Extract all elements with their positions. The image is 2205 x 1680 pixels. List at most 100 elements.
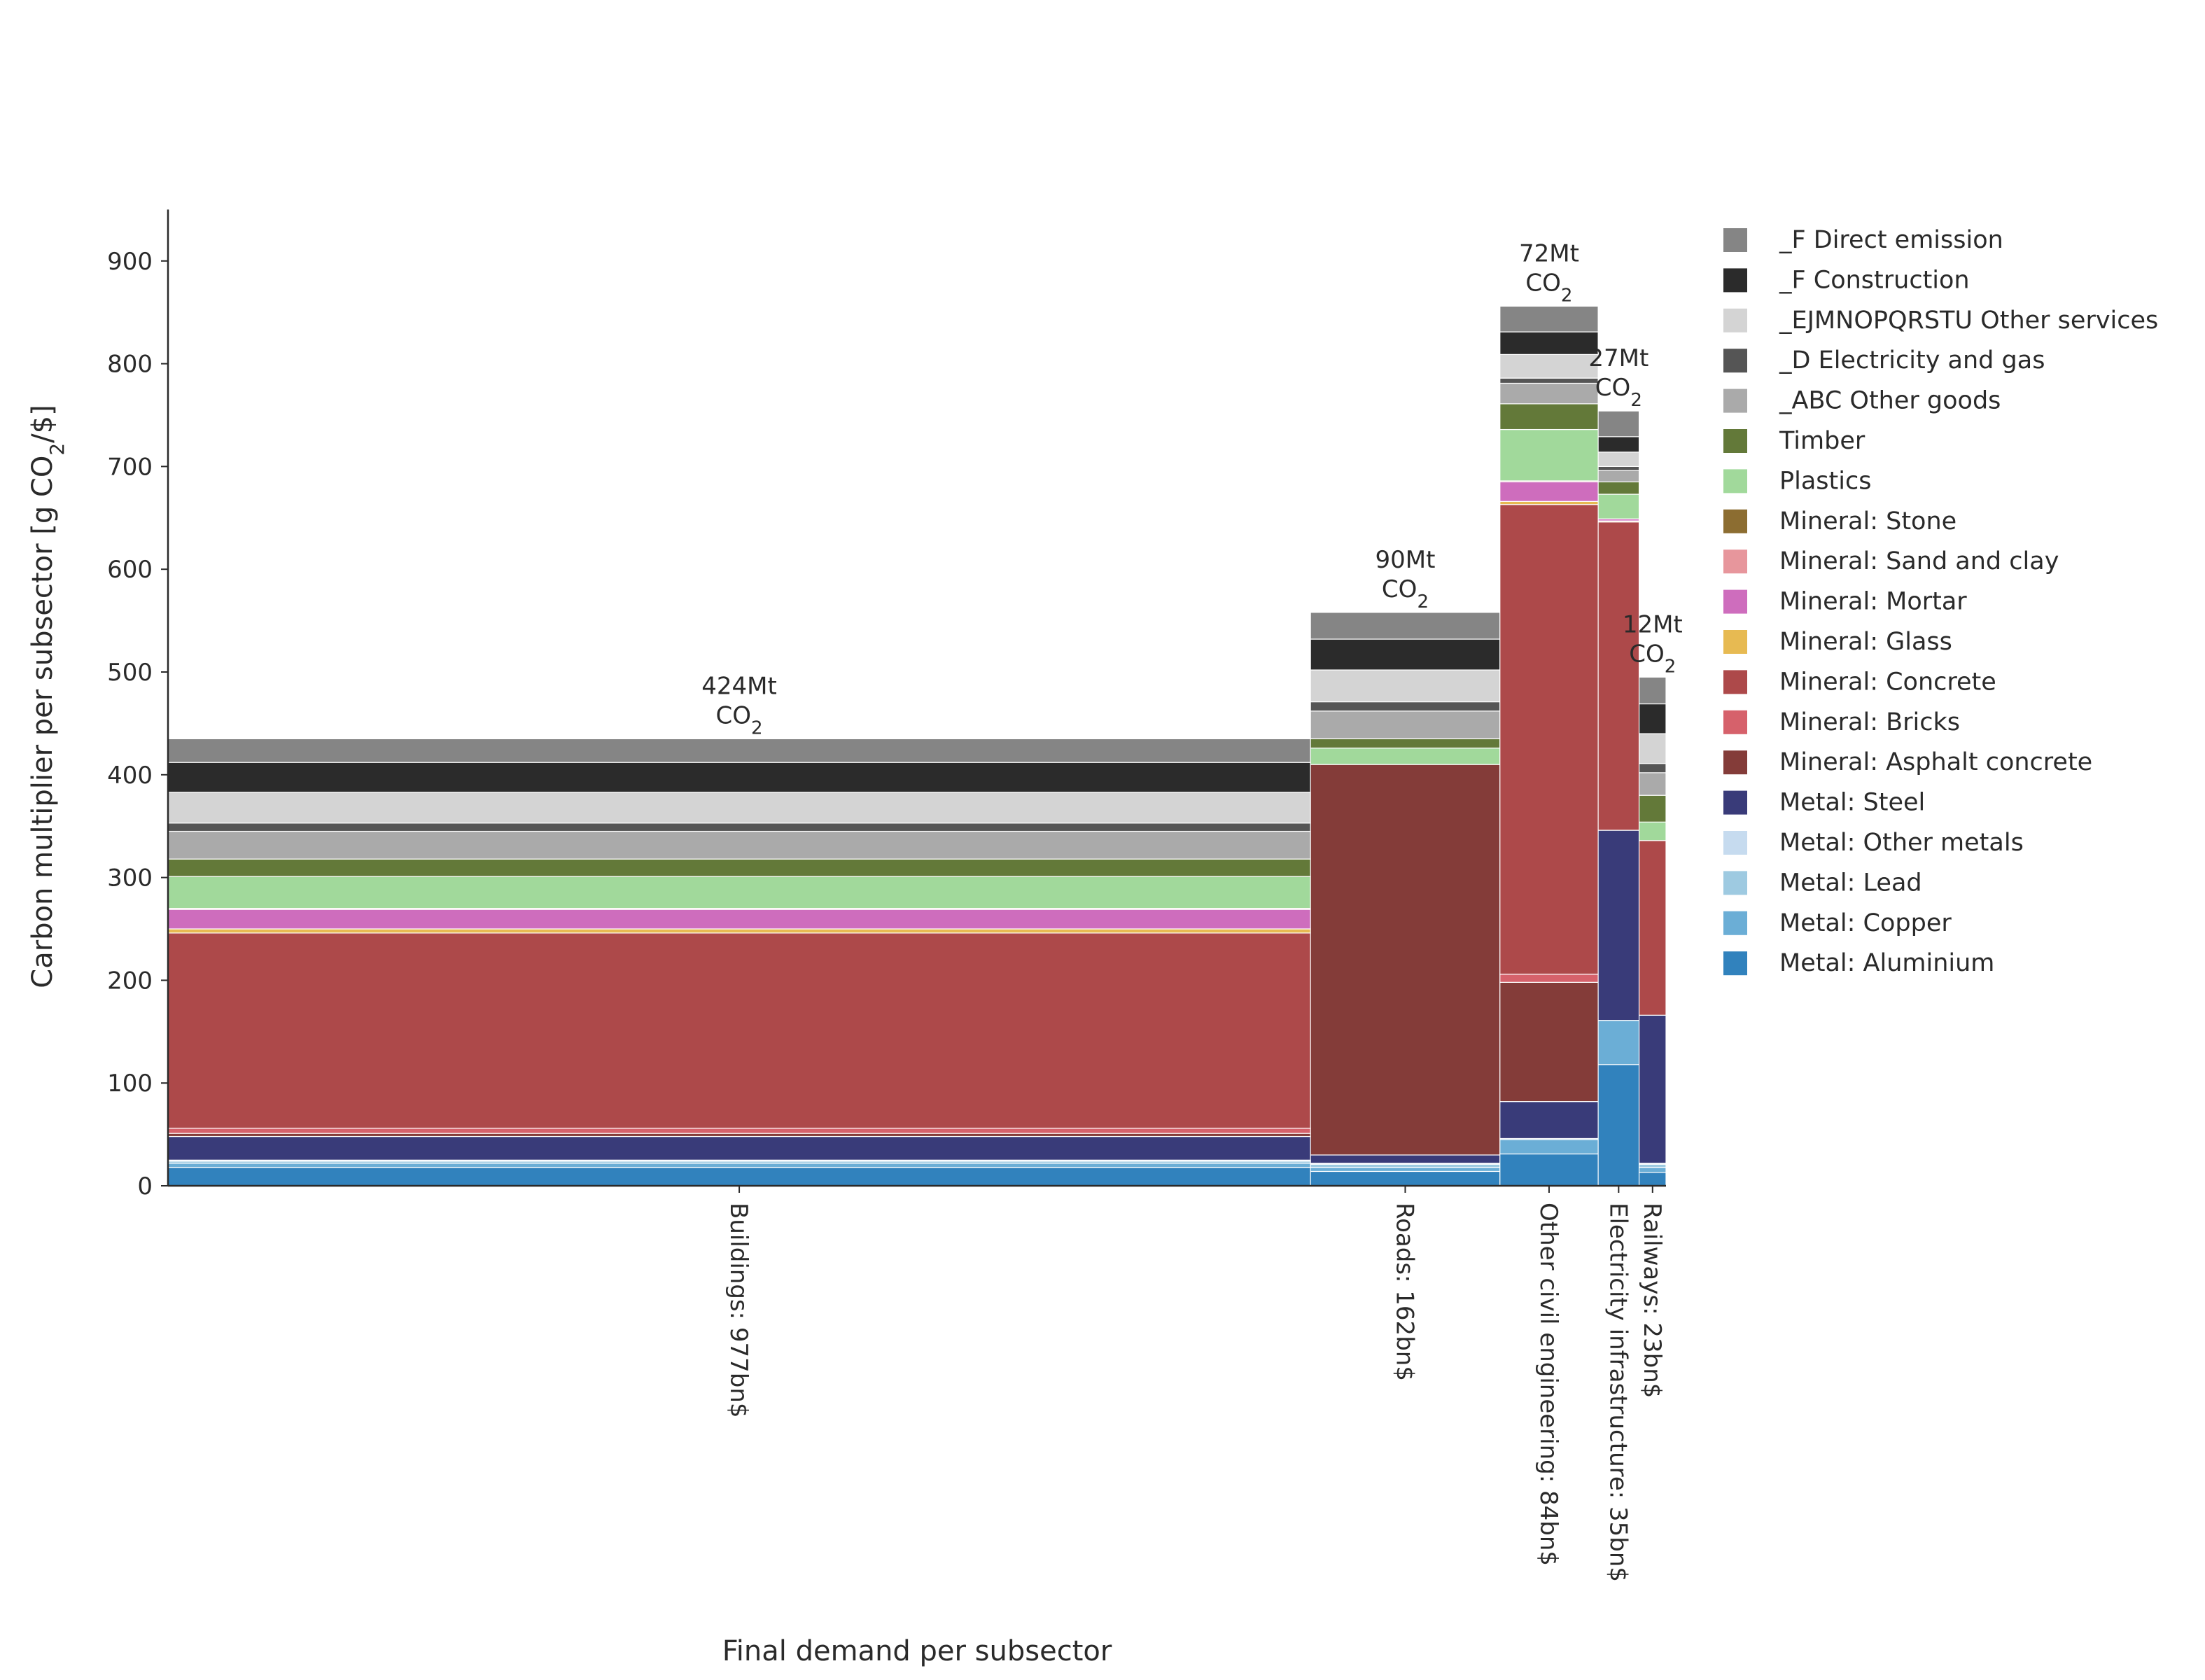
bar-segment[interactable] <box>1310 1163 1501 1168</box>
legend-item[interactable]: Mineral: Stone <box>1723 507 1956 536</box>
bar-segment[interactable] <box>1597 410 1640 438</box>
bar-segment[interactable] <box>1499 305 1599 332</box>
legend-item[interactable]: _EJMNOPQRSTU Other services <box>1723 307 2158 335</box>
bar-segment[interactable] <box>1638 733 1667 764</box>
bar-segment[interactable] <box>1499 504 1599 975</box>
bar-segment[interactable] <box>1597 470 1640 483</box>
bar-segment[interactable] <box>1310 764 1501 1156</box>
bar-segment[interactable] <box>1499 500 1599 505</box>
bar-segment[interactable] <box>1638 772 1667 796</box>
bar-segment[interactable] <box>1638 840 1667 1016</box>
bar-segment[interactable] <box>167 762 1311 793</box>
bar-segment[interactable] <box>1310 1166 1501 1172</box>
y-tick-label: 900 <box>107 248 153 276</box>
bar-total-unit: CO <box>716 701 752 729</box>
legend-item[interactable]: _F Direct emission <box>1723 226 2003 254</box>
bar-segment[interactable] <box>167 822 1311 832</box>
bars-group <box>167 305 1667 1186</box>
bar-segment[interactable] <box>1638 1172 1667 1186</box>
bar-segment[interactable] <box>1597 465 1640 471</box>
y-tick-label: 500 <box>107 659 153 687</box>
legend-item[interactable]: Metal: Other metals <box>1723 829 2024 857</box>
bar-segment[interactable] <box>1638 794 1667 822</box>
legend-item[interactable]: Timber <box>1723 427 1865 455</box>
y-tick-label: 400 <box>107 762 153 790</box>
bar-segment[interactable] <box>167 1128 1311 1134</box>
bar-segment[interactable] <box>167 1135 1311 1161</box>
legend-item[interactable]: Metal: Lead <box>1723 869 1922 897</box>
bar-segment[interactable] <box>1499 1101 1599 1140</box>
bar-segment[interactable] <box>1310 1170 1501 1186</box>
bar-segment[interactable] <box>1499 973 1599 983</box>
bar-segment[interactable] <box>1638 763 1667 774</box>
bar-segment[interactable] <box>1638 676 1667 705</box>
bar-segment[interactable] <box>167 1163 1311 1168</box>
bar-segment[interactable] <box>167 830 1311 860</box>
bar-total-value: 12Mt <box>1623 610 1683 638</box>
bar-segment[interactable] <box>1638 1014 1667 1164</box>
legend-item[interactable]: Metal: Copper <box>1723 909 1952 937</box>
bar-segment[interactable] <box>1499 331 1599 355</box>
legend-label: Mineral: Stone <box>1779 507 1956 536</box>
bar-segment[interactable] <box>1499 981 1599 1102</box>
bar-segment[interactable] <box>1310 710 1501 740</box>
legend-item[interactable]: _D Electricity and gas <box>1723 346 2045 374</box>
bar-segment[interactable] <box>167 1133 1311 1138</box>
bar-segment[interactable] <box>1638 703 1667 734</box>
bar-segment[interactable] <box>1310 638 1501 671</box>
bar-segment[interactable] <box>1499 377 1599 384</box>
bar-segment[interactable] <box>1638 821 1667 841</box>
y-tick-label: 300 <box>107 864 153 892</box>
bar-segment[interactable] <box>1638 1166 1667 1173</box>
bar-segment[interactable] <box>1597 1020 1640 1065</box>
bar-segment[interactable] <box>167 932 1311 1129</box>
bar-segment[interactable] <box>167 738 1311 763</box>
bar-segment[interactable] <box>1499 1139 1599 1155</box>
bar-segment[interactable] <box>167 858 1311 877</box>
bar-segment[interactable] <box>1310 738 1501 749</box>
bar-segment[interactable] <box>167 1166 1311 1186</box>
bar-segment[interactable] <box>1310 701 1501 712</box>
bar-total-unit-sub: 2 <box>1561 285 1573 306</box>
legend-item[interactable]: _F Construction <box>1723 266 1970 294</box>
legend-label: Metal: Steel <box>1779 789 1925 817</box>
bar-segment[interactable] <box>167 792 1311 824</box>
bar-segment[interactable] <box>1310 1154 1501 1164</box>
legend-label: Plastics <box>1779 467 1871 495</box>
bar-segment[interactable] <box>1310 748 1501 765</box>
bar-segment[interactable] <box>1597 1064 1640 1186</box>
legend-item[interactable]: Mineral: Concrete <box>1723 668 1996 696</box>
bar-segment[interactable] <box>1597 830 1640 1021</box>
bar-segment[interactable] <box>1310 612 1501 640</box>
bar-segment[interactable] <box>1499 403 1599 430</box>
legend-item[interactable]: Mineral: Sand and clay <box>1723 547 2059 575</box>
legend-item[interactable]: Metal: Aluminium <box>1723 949 1994 977</box>
y-axis-title: Carbon multiplier per subsector [g CO2/$… <box>27 405 69 988</box>
bar-segment[interactable] <box>167 928 1311 934</box>
legend-item[interactable]: _ABC Other goods <box>1723 387 2001 415</box>
bar-segment[interactable] <box>1597 493 1640 519</box>
bar-segment[interactable] <box>167 876 1311 909</box>
bar-segment[interactable] <box>1597 481 1640 495</box>
bar-segment[interactable] <box>1597 436 1640 453</box>
legend-item[interactable]: Mineral: Bricks <box>1723 708 1960 736</box>
bar-segment[interactable] <box>167 909 1311 930</box>
legend-item[interactable]: Metal: Steel <box>1723 789 1925 817</box>
bar-segment[interactable] <box>1597 451 1640 467</box>
bar-segment[interactable] <box>1499 382 1599 405</box>
legend-item[interactable]: Mineral: Glass <box>1723 628 1952 656</box>
bar-segment[interactable] <box>1310 669 1501 703</box>
legend-item[interactable]: Mineral: Asphalt concrete <box>1723 748 2092 776</box>
legend-item[interactable]: Plastics <box>1723 467 1871 495</box>
bar-segment[interactable] <box>1499 354 1599 379</box>
bar-segment[interactable] <box>1597 522 1640 831</box>
bar-total-label: 12Mt CO2 <box>1623 610 1683 677</box>
bar-segment[interactable] <box>1499 481 1599 502</box>
legend[interactable]: _F Direct emission _F Construction _EJMNOP… <box>1723 226 2158 977</box>
bar-segment[interactable] <box>1499 1153 1599 1186</box>
bar-segment[interactable] <box>1499 428 1599 482</box>
legend-swatch <box>1723 268 1747 293</box>
legend-item[interactable]: Mineral: Mortar <box>1723 588 1967 616</box>
bar-segment[interactable] <box>1638 1163 1667 1168</box>
